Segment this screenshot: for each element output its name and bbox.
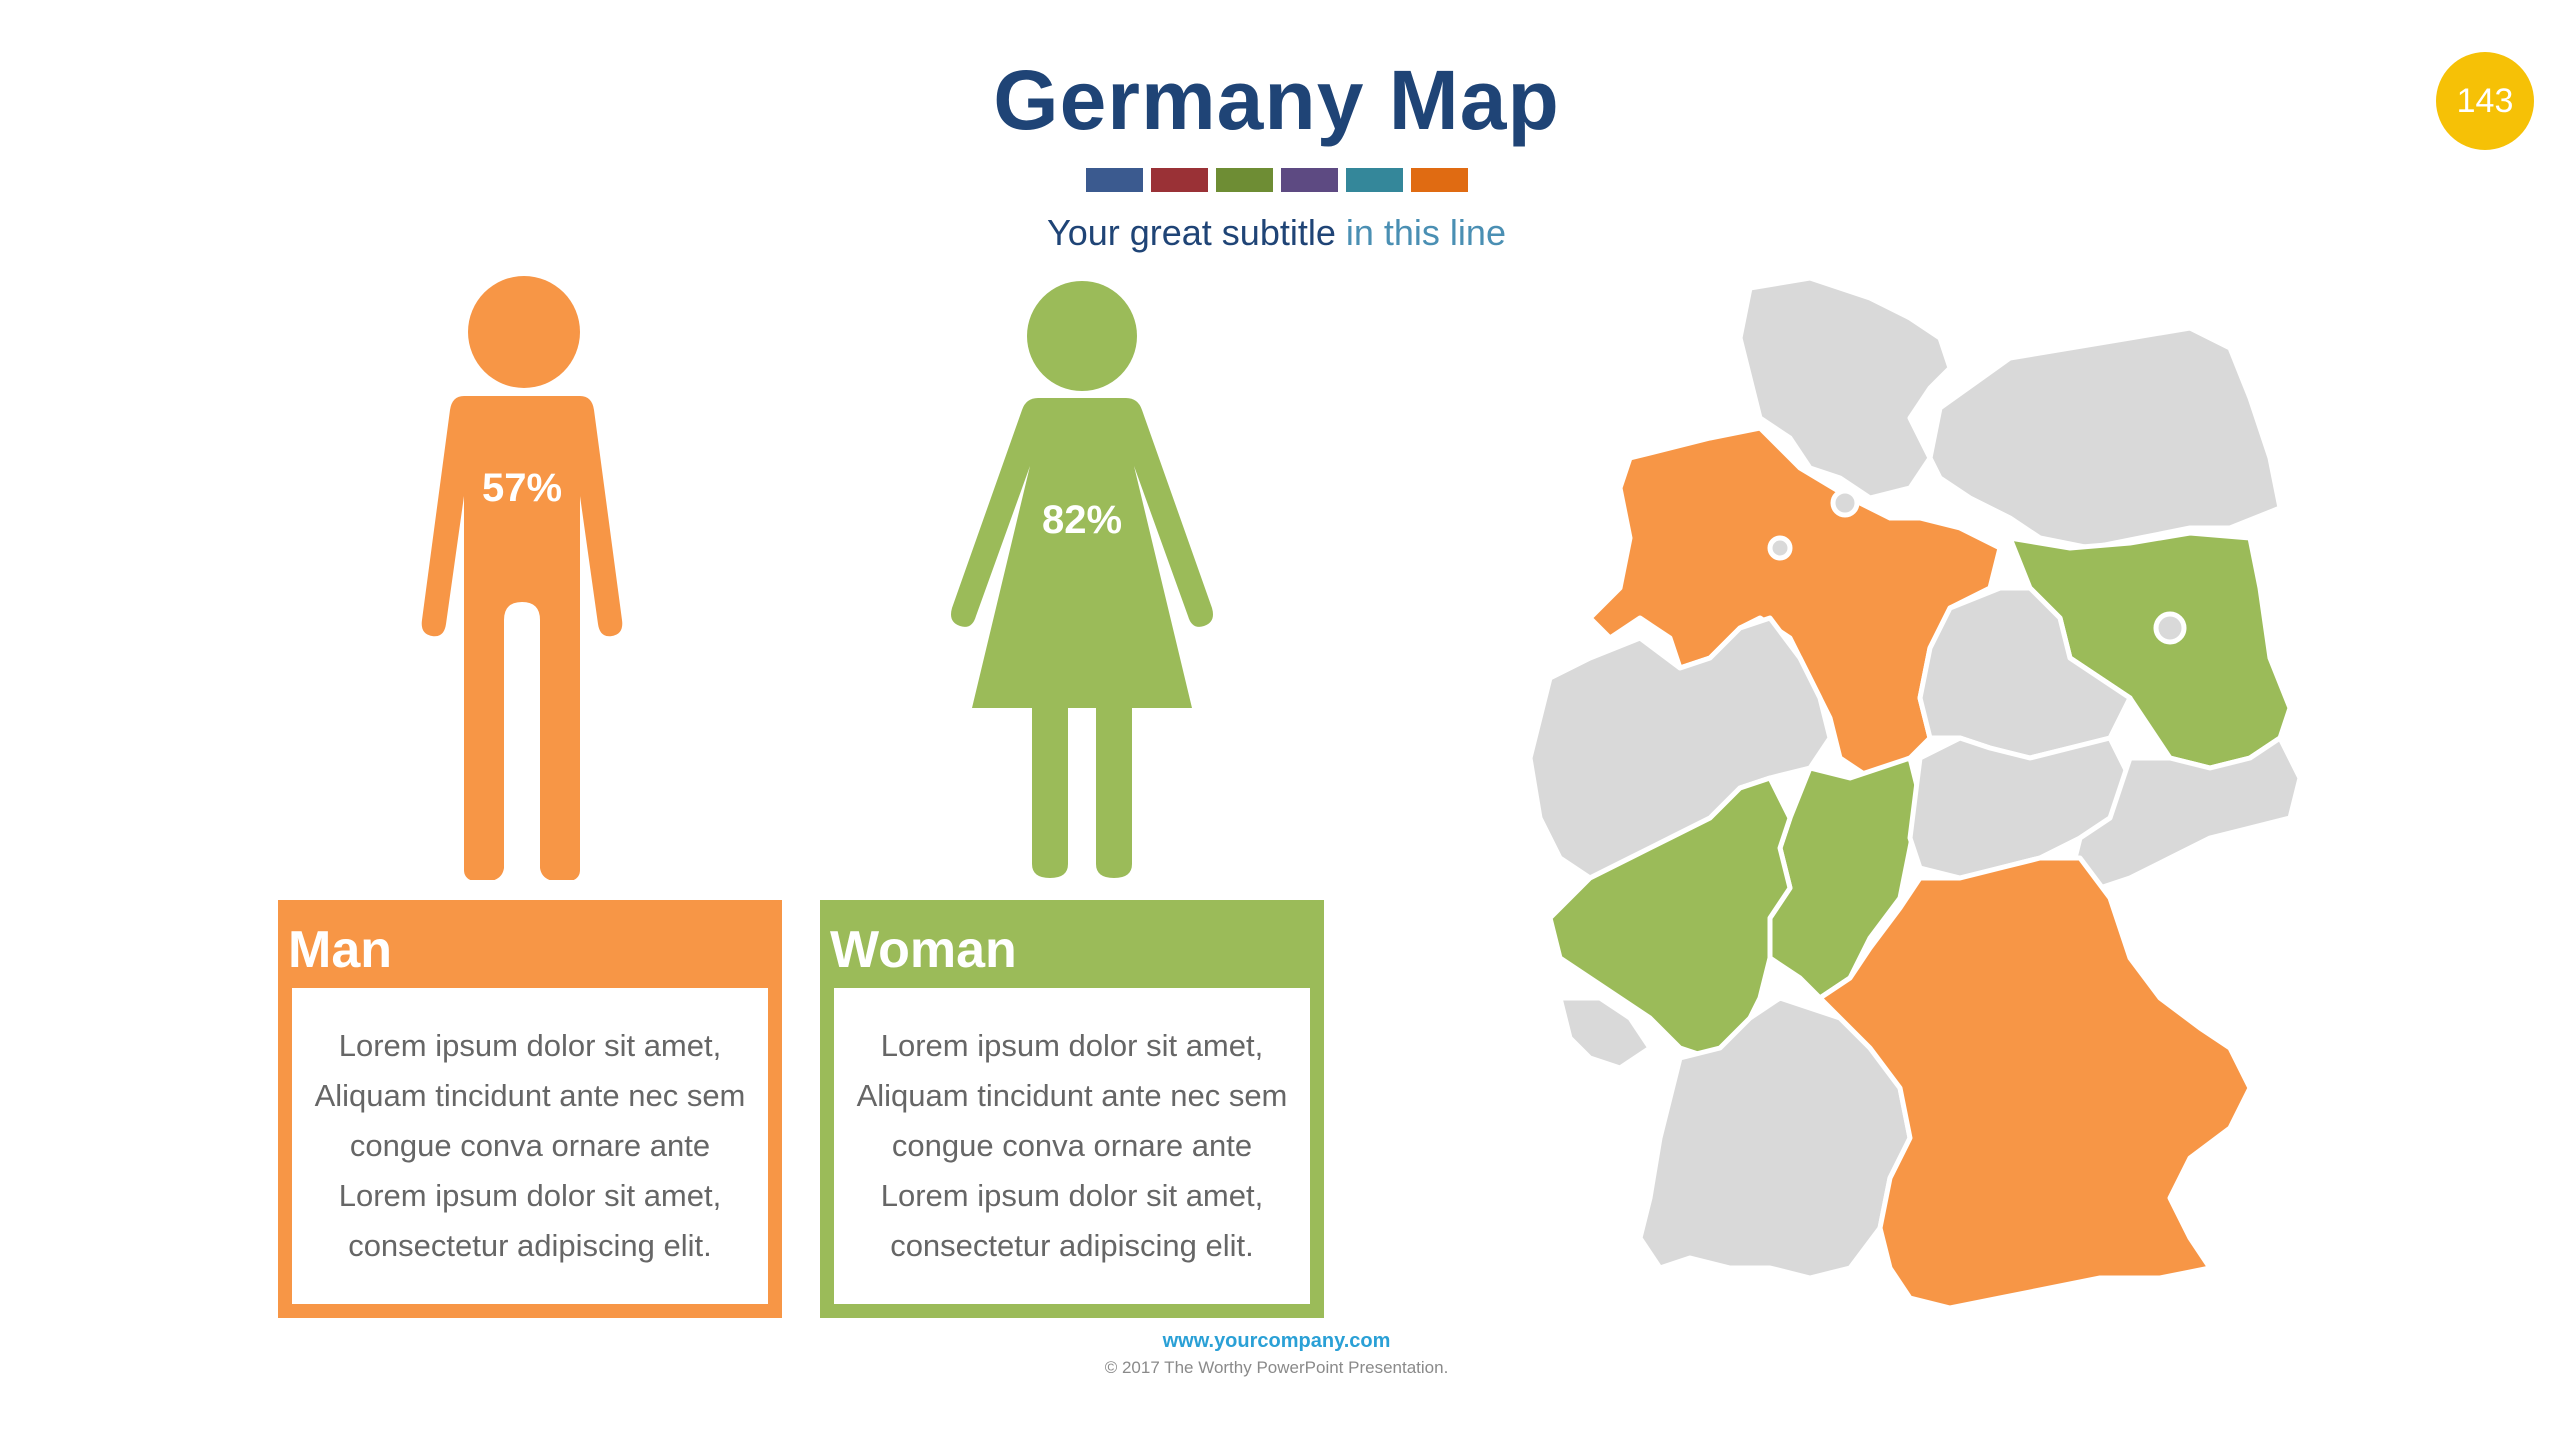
color-swatch — [1150, 168, 1208, 192]
color-swatch — [1280, 168, 1338, 192]
state-berlin — [2153, 611, 2187, 645]
man-card-line: congue conva ornare ante — [349, 1128, 711, 1163]
color-swatch — [1345, 168, 1403, 192]
woman-card: Woman Lorem ipsum dolor sit amet, Aliqua… — [820, 900, 1324, 1318]
state-schleswig-holstein — [1737, 275, 1953, 501]
subtitle: Your great subtitle in this line — [0, 212, 2553, 254]
woman-icon — [951, 281, 1213, 878]
state-bremen — [1767, 535, 1793, 561]
man-card-title: Man — [288, 921, 392, 979]
footer-url[interactable]: www.yourcompany.com — [1162, 1330, 1391, 1352]
woman-card-title: Woman — [830, 921, 1017, 979]
man-card-line: Lorem ipsum dolor sit amet, — [338, 1178, 722, 1213]
state-bavaria — [1817, 855, 2253, 1311]
man-card: Man Lorem ipsum dolor sit amet, Aliquam … — [278, 900, 782, 1318]
state-lower-saxony — [1587, 425, 2003, 781]
state-north-rhine-westphalia — [1527, 615, 1833, 881]
state-baden-wuerttemberg — [1637, 995, 1913, 1281]
woman-card-line: congue conva ornare ante — [891, 1128, 1253, 1163]
man-card-line: Aliquam tincidunt ante nec sem — [314, 1078, 746, 1113]
state-saarland — [1557, 995, 1653, 1071]
man-card-line: Lorem ipsum dolor sit amet, — [338, 1028, 722, 1063]
page-number-badge: 143 — [2436, 52, 2534, 150]
state-hamburg — [1830, 488, 1860, 518]
man-card-line: consectetur adipiscing elit. — [348, 1228, 712, 1263]
color-swatch — [1215, 168, 1273, 192]
woman-card-line: Lorem ipsum dolor sit amet, — [880, 1178, 1264, 1213]
woman-card-line: Lorem ipsum dolor sit amet, — [880, 1028, 1264, 1063]
man-percent: 57% — [481, 466, 563, 510]
state-mecklenburg-vorpommern — [1927, 325, 2283, 551]
subtitle-highlight: in this line — [1345, 212, 1506, 253]
subtitle-main: Your great subtitle — [1047, 212, 1336, 253]
man-icon — [421, 276, 623, 880]
color-swatch-row — [0, 168, 2553, 192]
woman-percent: 82% — [1041, 498, 1123, 542]
footer-copyright: © 2017 The Worthy PowerPoint Presentatio… — [1104, 1358, 1449, 1377]
state-rhineland-palatinate — [1547, 775, 1793, 1061]
woman-card-line: Aliquam tincidunt ante nec sem — [856, 1078, 1288, 1113]
color-swatch — [1085, 168, 1143, 192]
color-swatch — [1410, 168, 1468, 192]
man-card-body: Lorem ipsum dolor sit amet, Aliquam tinc… — [292, 988, 768, 1304]
germany-map — [1527, 275, 2303, 1311]
page-title: Germany Map — [993, 53, 1560, 147]
woman-card-line: consectetur adipiscing elit. — [890, 1228, 1254, 1263]
woman-card-body: Lorem ipsum dolor sit amet, Aliquam tinc… — [834, 988, 1310, 1304]
